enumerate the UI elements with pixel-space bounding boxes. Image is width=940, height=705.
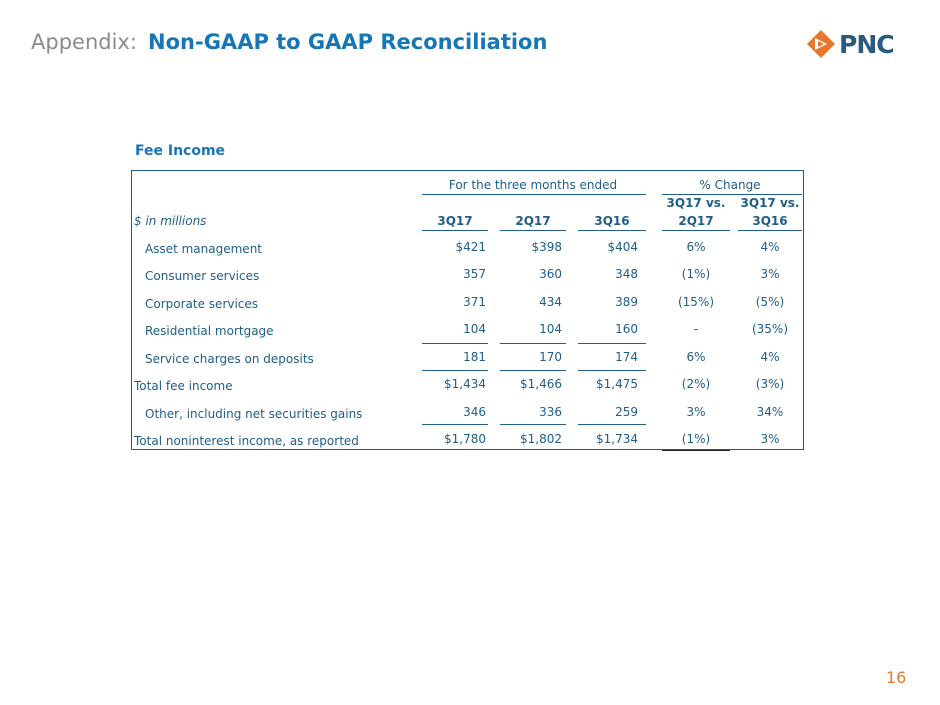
grand-total-rule-2 xyxy=(500,424,566,425)
row-value-3q16: $1,475 xyxy=(596,377,638,391)
row-value-2q17: 360 xyxy=(539,267,562,281)
col-header-3q16: 3Q16 xyxy=(594,214,630,228)
header-rule-2 xyxy=(500,230,566,231)
row-label: Service charges on deposits xyxy=(145,352,314,366)
row-change-2q17: (2%) xyxy=(681,377,711,391)
row-change-2q17: 6% xyxy=(686,350,706,364)
row-value-3q17: 371 xyxy=(463,295,486,309)
header-rule-5 xyxy=(738,230,802,231)
header-rule-1 xyxy=(422,230,488,231)
row-change-2q17: - xyxy=(693,322,699,336)
row-value-3q17: $421 xyxy=(455,240,486,254)
row-value-3q17: 104 xyxy=(463,322,486,336)
change-col-1-line2: 2Q17 xyxy=(678,214,714,228)
row-value-3q17: 346 xyxy=(463,405,486,419)
row-value-2q17: 104 xyxy=(539,322,562,336)
row-value-2q17: 170 xyxy=(539,350,562,364)
group-rule-change xyxy=(662,194,802,195)
total-rule-2 xyxy=(500,370,566,371)
row-value-3q17: $1,780 xyxy=(444,432,486,446)
header-rule-3 xyxy=(578,230,646,231)
section-heading: Fee Income xyxy=(135,143,226,159)
row-change-3q16: 34% xyxy=(756,405,784,419)
logo-text: PNC xyxy=(839,29,895,59)
row-value-3q16: $1,734 xyxy=(596,432,638,446)
row-change-3q16: (35%) xyxy=(751,322,789,336)
subtotal-rule-1 xyxy=(422,343,488,344)
row-change-3q16: (3%) xyxy=(755,377,785,391)
row-change-3q16: 4% xyxy=(760,240,780,254)
row-label-total: Total fee income xyxy=(134,379,233,393)
title-prefix: Appendix: xyxy=(31,30,137,54)
row-change-2q17: (1%) xyxy=(681,432,711,446)
change-col-2-line1: 3Q17 vs. xyxy=(740,196,800,210)
pnc-logo-mark-icon xyxy=(807,30,835,58)
header-rule-4 xyxy=(662,230,730,231)
page-number: 16 xyxy=(886,668,907,687)
group-header-change: % Change xyxy=(699,178,761,192)
row-value-3q16: 389 xyxy=(615,295,638,309)
row-label-total: Total noninterest income, as reported xyxy=(134,434,359,448)
group-rule-months xyxy=(422,194,646,195)
row-label: Other, including net securities gains xyxy=(145,407,363,421)
row-value-2q17: 336 xyxy=(539,405,562,419)
row-value-3q17: $1,434 xyxy=(444,377,486,391)
row-value-3q16: 259 xyxy=(615,405,638,419)
col-header-2q17: 2Q17 xyxy=(515,214,551,228)
row-label: Corporate services xyxy=(145,297,259,311)
slide-title: Appendix: Non-GAAP to GAAP Reconciliatio… xyxy=(31,30,547,54)
subtotal-rule-3 xyxy=(578,343,646,344)
row-change-2q17: 6% xyxy=(686,240,706,254)
row-change-3q16: (5%) xyxy=(755,295,785,309)
row-label: Consumer services xyxy=(145,269,260,283)
fee-income-table xyxy=(131,170,804,450)
grand-total-rule-1 xyxy=(422,424,488,425)
row-change-2q17: (1%) xyxy=(681,267,711,281)
subtotal-rule-2 xyxy=(500,343,566,344)
title-main: Non-GAAP to GAAP Reconciliation xyxy=(148,30,548,54)
change-col-1-line1: 3Q17 vs. xyxy=(666,196,726,210)
pnc-logo: PNC xyxy=(806,28,895,60)
row-label: Residential mortgage xyxy=(145,324,274,338)
row-change-2q17: (15%) xyxy=(677,295,715,309)
units-label: $ in millions xyxy=(134,214,207,228)
row-value-3q16: $404 xyxy=(607,240,638,254)
row-label: Asset management xyxy=(145,242,262,256)
row-value-3q16: 160 xyxy=(615,322,638,336)
grand-total-rule-3 xyxy=(578,424,646,425)
change-col-2-line2: 3Q16 xyxy=(752,214,788,228)
group-header-months: For the three months ended xyxy=(448,178,618,192)
total-rule-1 xyxy=(422,370,488,371)
row-value-2q17: 434 xyxy=(539,295,562,309)
row-change-3q16: 3% xyxy=(760,432,780,446)
row-value-3q16: 174 xyxy=(615,350,638,364)
row-value-2q17: $398 xyxy=(531,240,562,254)
row-value-2q17: $1,802 xyxy=(520,432,562,446)
row-value-2q17: $1,466 xyxy=(520,377,562,391)
total-rule-3 xyxy=(578,370,646,371)
bottom-accent-rule xyxy=(662,450,730,451)
row-change-3q16: 3% xyxy=(760,267,780,281)
col-header-3q17: 3Q17 xyxy=(437,214,473,228)
row-value-3q17: 181 xyxy=(463,350,486,364)
row-value-3q17: 357 xyxy=(463,267,486,281)
row-change-2q17: 3% xyxy=(686,405,706,419)
row-change-3q16: 4% xyxy=(760,350,780,364)
row-value-3q16: 348 xyxy=(615,267,638,281)
